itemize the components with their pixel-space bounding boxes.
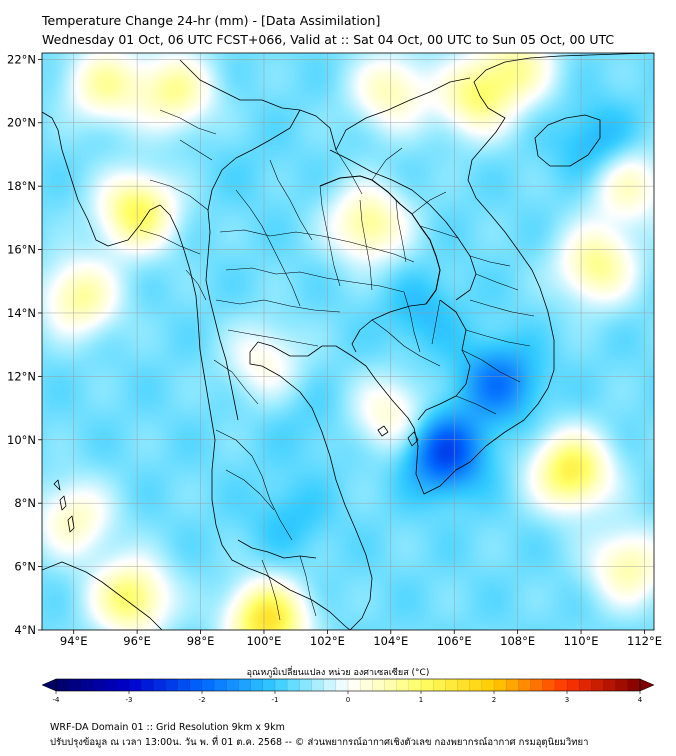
colorbar-tick-label: 1 [419,696,423,704]
y-tick-label: 20°N [7,116,36,130]
colorbar-gradient [56,679,640,691]
colorbar: -4 -3 -2 -1 0 1 2 3 4 [41,678,655,704]
x-tick-label: 102°E [310,634,345,648]
border-china [179,59,471,151]
colorbar-tick-label: 4 [638,696,643,704]
provincial-borders-cambodia [371,291,441,367]
footer-model-info: WRF-DA Domain 01 :: Grid Resolution 9km … [50,722,285,733]
longitude-axis: 94°E 96°E 98°E 100°E 102°E 104°E 106°E 108°E 110… [60,630,662,648]
border-cambodia-vietnam [417,299,471,421]
map-title: Temperature Change 24-hr (mm) - [Data As… [42,11,614,49]
provincial-borders-thailand [213,159,415,541]
title-line-2: Wednesday 01 Oct, 06 UTC FCST+066, Valid… [42,32,615,47]
temperature-field-raster [42,53,654,630]
colorbar-tick-label: -3 [126,696,133,704]
coastline-sumatra [42,561,163,630]
colorbar-tick-label: -4 [53,696,61,704]
colorbar-tick-label: -2 [199,696,206,704]
colorbar-segment-lines [67,679,629,691]
footer-credit: ปรับปรุงข้อมูล ณ เวลา 13:00น. วัน พ. ที่… [50,737,589,748]
y-tick-label: 8°N [14,496,36,510]
coastline-island-koh-kong [377,425,389,437]
x-tick-label: 96°E [123,634,151,648]
colorbar-tick-label: -1 [272,696,279,704]
x-tick-label: 110°E [564,634,599,648]
graticule [42,53,654,630]
y-tick-label: 4°N [14,623,36,637]
y-tick-label: 18°N [7,179,36,193]
x-tick-label: 112°E [627,634,662,648]
border-laos-vietnam [329,149,477,301]
colorbar-extend-min [41,678,57,692]
map-frame [41,52,655,631]
title-line-1: Temperature Change 24-hr (mm) - [Data As… [42,13,381,28]
y-tick-label: 16°N [7,243,36,257]
coastline-andaman-islands [53,479,75,533]
colorbar-tick-label: 3 [565,696,569,704]
provincial-borders-vietnam [455,255,535,415]
x-tick-label: 108°E [500,634,535,648]
y-tick-label: 6°N [14,560,36,574]
provincial-borders-malaysia [261,555,317,621]
temperature-field [42,53,654,630]
coastline-hainan [534,114,601,167]
colorbar-label: อุณหภูมิเปลี่ยนแปลง หน่วย องศาเซลเซียส (… [246,668,430,678]
y-tick-label: 12°N [7,369,36,383]
provincial-borders-laos [335,147,459,239]
border-thailand-malaysia [237,539,317,559]
colorbar-ticks: -4 -3 -2 -1 0 1 2 3 4 [53,691,643,704]
coastline-island-phu-quoc [407,431,419,447]
x-tick-label: 106°E [437,634,472,648]
coastline-indochina [42,111,351,630]
y-tick-label: 14°N [7,306,36,320]
x-tick-label: 104°E [373,634,408,648]
x-tick-label: 100°E [246,634,281,648]
border-thailand-myanmar [205,109,301,421]
coastline-gulf-of-thailand [249,53,654,630]
colorbar-tick-label: 0 [346,696,350,704]
colorbar-extend-max [639,678,655,692]
footer: WRF-DA Domain 01 :: Grid Resolution 9km … [50,720,588,750]
y-tick-label: 10°N [7,433,36,447]
y-tick-label: 22°N [7,52,36,66]
x-tick-label: 94°E [60,634,88,648]
coastlines-and-borders [42,53,654,630]
provincial-borders-myanmar [139,109,217,301]
latitude-axis: 4°N 6°N 8°N 10°N 12°N 14°N 16°N 18°N 20°N 22°N [7,52,42,637]
x-tick-label: 98°E [187,634,215,648]
colorbar-tick-label: 2 [492,696,496,704]
